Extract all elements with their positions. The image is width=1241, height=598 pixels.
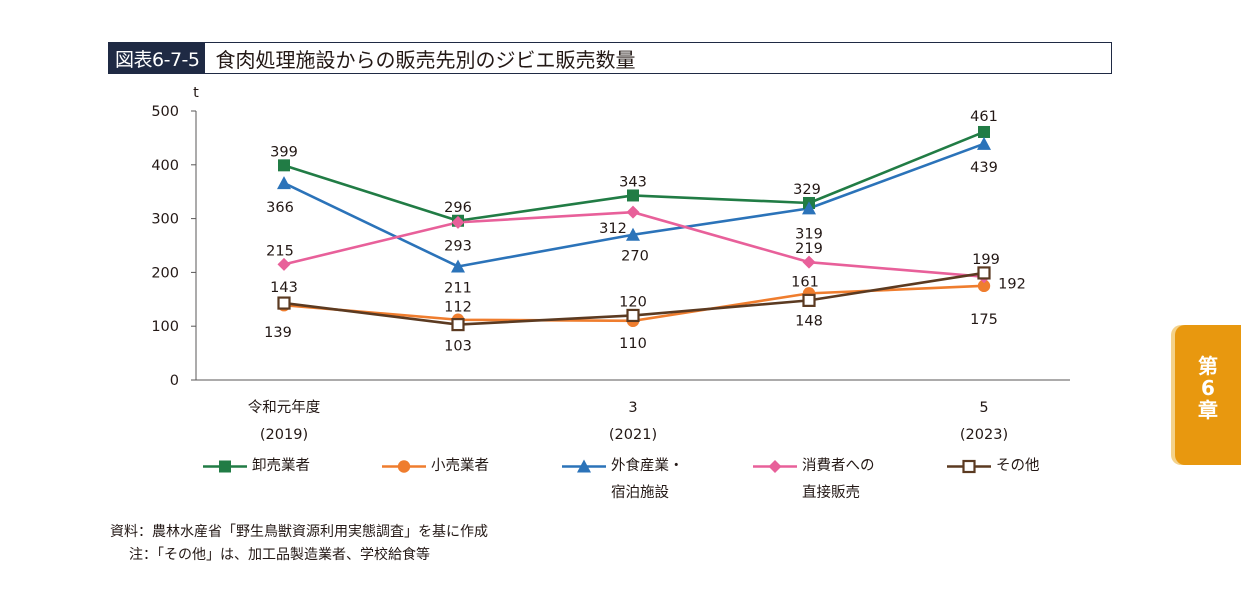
y-tick-label: 500	[151, 104, 179, 120]
data-label-2-2: 112	[444, 300, 472, 316]
legend-swatch	[382, 460, 426, 473]
data-label-4-5: 192	[998, 277, 1026, 293]
data-label-3-4: 319	[795, 226, 823, 242]
data-label-1-5: 461	[970, 109, 998, 125]
x-tick-label: 5	[979, 400, 988, 416]
legend-label: 卸売業者	[252, 458, 310, 474]
x-tick-label: (2019)	[260, 427, 308, 443]
data-label-1-1: 399	[270, 144, 298, 160]
chapter-tab[interactable]: 第 6 章	[1175, 325, 1241, 465]
x-tick-label: 3	[628, 400, 637, 416]
data-label-5-3: 120	[619, 294, 647, 310]
x-tick-label: (2021)	[609, 427, 657, 443]
x-tick-label: (2023)	[960, 427, 1008, 443]
data-label-2-1: 139	[264, 325, 292, 341]
legend-marker	[397, 460, 411, 473]
data-point-2-5	[977, 279, 991, 293]
data-label-5-2: 103	[444, 339, 472, 355]
legend-label: 外食産業・ 宿泊施設	[611, 458, 684, 501]
legend-label: その他	[996, 458, 1040, 474]
data-label-5-5: 199	[972, 252, 1000, 268]
legend-label: 消費者への 直接販売	[802, 458, 875, 501]
data-label-4-3: 312	[599, 221, 627, 237]
source-note: 資料：農林水産省「野生鳥獣資源利用実態調査」を基に作成	[110, 524, 488, 540]
y-axis-unit-label: t	[193, 85, 199, 101]
legend-marker	[219, 460, 231, 473]
data-label-2-5: 175	[970, 312, 998, 328]
legend-item-3: 外食産業・ 宿泊施設	[561, 453, 684, 507]
data-point-3-1	[277, 176, 291, 190]
data-label-5-1: 143	[270, 280, 298, 296]
data-point-1-1	[278, 159, 290, 172]
data-label-3-3: 270	[621, 249, 649, 265]
data-point-1-3	[627, 189, 639, 202]
figure-title: 食肉処理施設からの販売先別のジビエ販売数量	[215, 47, 636, 72]
data-label-4-1: 215	[266, 243, 294, 259]
y-tick-label: 0	[170, 373, 179, 389]
x-tick-label: 令和元年度	[248, 399, 321, 416]
data-point-3-4	[802, 201, 816, 215]
legend-item-5: その他	[946, 453, 1040, 480]
data-label-3-1: 366	[266, 200, 294, 216]
data-point-3-3	[626, 227, 640, 241]
data-label-1-4: 329	[793, 182, 821, 198]
legend-marker	[577, 459, 591, 473]
data-label-3-5: 439	[970, 160, 998, 176]
legend-item-4: 消費者への 直接販売	[752, 453, 875, 507]
y-tick-label: 300	[151, 212, 179, 228]
y-tick-label: 400	[151, 158, 179, 174]
data-point-4-2	[451, 215, 465, 229]
figure-title-bar: 図表6-7-5 食肉処理施設からの販売先別のジビエ販売数量	[108, 42, 1112, 74]
data-label-3-2: 211	[444, 280, 472, 296]
data-label-1-2: 296	[444, 200, 472, 216]
data-label-4-2: 293	[444, 238, 472, 254]
footnote: 注：「その他」は、加工品製造業者、学校給食等	[129, 547, 430, 563]
data-label-5-4: 148	[795, 313, 823, 329]
data-point-5-2	[451, 317, 465, 332]
legend-swatch	[203, 460, 247, 473]
data-point-5-5	[977, 266, 991, 280]
figure-number: 図表6-7-5	[109, 43, 206, 73]
legend-swatch	[753, 460, 797, 473]
data-point-4-4	[802, 255, 816, 269]
legend-label: 小売業者	[431, 458, 489, 474]
data-point-5-3	[626, 308, 640, 323]
notes: 資料：農林水産省「野生鳥獣資源利用実態調査」を基に作成 注：「その他」は、加工品…	[110, 521, 488, 567]
y-tick-label: 100	[151, 319, 179, 335]
data-label-4-4: 219	[795, 241, 823, 257]
legend-swatch	[947, 459, 991, 474]
data-label-2-4: 161	[791, 274, 819, 290]
data-label-1-3: 343	[619, 174, 647, 190]
data-label-2-3: 110	[619, 336, 647, 352]
legend-marker	[768, 460, 782, 473]
data-point-4-3	[626, 205, 640, 219]
legend-swatch	[562, 459, 606, 473]
legend-item-2: 小売業者	[381, 453, 489, 480]
series-line-4	[283, 210, 985, 278]
data-point-4-1	[277, 257, 291, 271]
data-point-5-4	[802, 293, 816, 307]
data-point-5-1	[277, 296, 291, 310]
data-point-3-2	[451, 259, 465, 273]
legend-marker	[962, 459, 976, 474]
chapter-tab-label: 第 6 章	[1198, 354, 1218, 422]
y-tick-label: 200	[151, 265, 179, 281]
data-point-1-5	[978, 125, 990, 138]
data-point-3-5	[977, 136, 991, 150]
legend-item-1: 卸売業者	[202, 453, 310, 480]
